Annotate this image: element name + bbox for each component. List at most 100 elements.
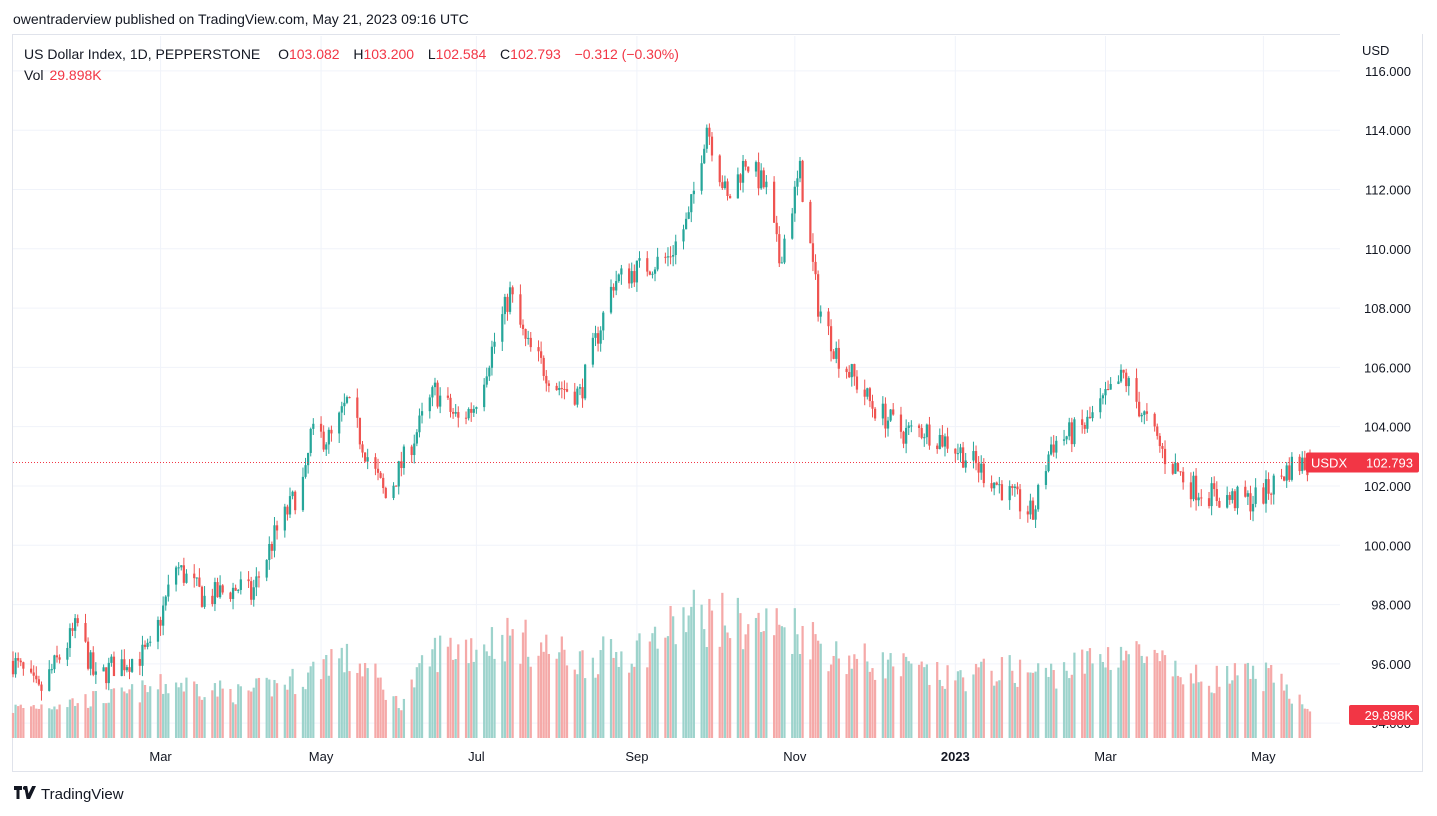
volume-bar (436, 672, 439, 738)
candle-body (488, 367, 491, 377)
candle-body (653, 269, 657, 274)
candle-body (436, 382, 439, 407)
volume-bar (868, 671, 872, 738)
candle-body (775, 222, 778, 235)
volume-bar (1246, 662, 1249, 738)
candle-body (30, 668, 33, 673)
candle-body (1143, 411, 1146, 415)
candle-body (1070, 422, 1073, 445)
candle-body (418, 415, 421, 433)
volume-bar (506, 617, 509, 738)
volume-bar (855, 658, 859, 738)
candle-body (363, 452, 367, 462)
candle-body (14, 658, 17, 675)
volume-bar (55, 709, 59, 738)
candle-body (1231, 491, 1234, 500)
time-axis: Mar May Jul Sep Nov 2023 Mar May (149, 749, 1276, 764)
candle-body (451, 411, 455, 414)
volume-bar (1122, 660, 1125, 738)
volume-bar (1117, 667, 1120, 738)
volume-bar (174, 682, 178, 738)
volume-bar (164, 684, 167, 738)
candle-body (519, 294, 522, 325)
candle-body (1018, 489, 1022, 512)
candle-body (744, 160, 747, 167)
candle-body (796, 178, 799, 187)
volume-bar (105, 703, 108, 738)
volume-bar (1099, 654, 1102, 738)
volume-bar (653, 626, 657, 738)
candle-body (397, 461, 400, 487)
candle-body (366, 457, 369, 462)
candle-body (1246, 493, 1249, 497)
volume-bar (198, 696, 201, 738)
volume-bar (162, 693, 165, 738)
candle-body (899, 414, 903, 432)
tradingview-brand[interactable]: TradingView (14, 786, 124, 803)
candle-body (905, 427, 908, 444)
candle-body (94, 671, 97, 675)
candle-body (1008, 486, 1011, 501)
volume-bar (946, 665, 949, 738)
volume-bar (747, 624, 750, 738)
volume-bar (684, 632, 688, 738)
volume-bar (467, 663, 470, 738)
chart-pane[interactable] (12, 34, 1423, 772)
candle-body (873, 408, 877, 419)
volume-bar (775, 608, 778, 738)
volume-bar (635, 640, 639, 738)
candle-body (1210, 483, 1213, 507)
volume-bar (1285, 684, 1288, 738)
candle-body (374, 457, 377, 469)
volume-bar (1062, 662, 1066, 738)
candle-body (415, 432, 418, 444)
volume-bar (413, 687, 416, 738)
volume-bar (1171, 676, 1174, 738)
volume-bar (669, 605, 672, 738)
volume-bar (22, 707, 25, 738)
volume-bar (1262, 691, 1265, 738)
candle-body (596, 333, 600, 344)
volume-bar (609, 639, 613, 738)
candle-body (1000, 484, 1004, 501)
volume-bar (889, 653, 892, 738)
candle-body (76, 618, 79, 624)
candle-body (123, 659, 126, 671)
candle-body (1031, 500, 1035, 520)
candle-body (270, 544, 273, 551)
open-label: O (278, 46, 289, 62)
volume-bar (149, 686, 152, 738)
volume-bar (374, 663, 377, 738)
volume-bar (156, 689, 160, 738)
candle-body (741, 160, 745, 183)
candle-body (1016, 486, 1019, 490)
volume-bar (30, 706, 33, 738)
candle-body (356, 397, 359, 418)
volume-bar (630, 663, 633, 738)
volume-bar (237, 684, 240, 738)
candle-body (1153, 413, 1156, 427)
volume-bar (307, 672, 310, 738)
currency-label[interactable]: USD (1362, 43, 1390, 58)
candle-body (53, 655, 56, 670)
candle-body (1282, 476, 1286, 481)
volume-bar (1280, 673, 1283, 738)
candle-body (1127, 378, 1130, 387)
volume-bar (558, 652, 561, 738)
candle-body (1099, 398, 1102, 413)
volume-bar (32, 705, 35, 738)
volume-bar (1267, 668, 1270, 738)
volume-bar (1029, 672, 1032, 738)
candle-body (1083, 424, 1086, 429)
candle-body (475, 407, 478, 409)
volume-bar (216, 696, 219, 738)
x-tick-label: May (1251, 749, 1276, 764)
candle-body (656, 256, 659, 270)
volume-bar (917, 664, 921, 738)
candle-body (739, 174, 742, 183)
volume-bar (1016, 686, 1019, 738)
volume-bar (288, 676, 292, 738)
candle-body (185, 573, 188, 583)
volume-bar (594, 677, 597, 738)
